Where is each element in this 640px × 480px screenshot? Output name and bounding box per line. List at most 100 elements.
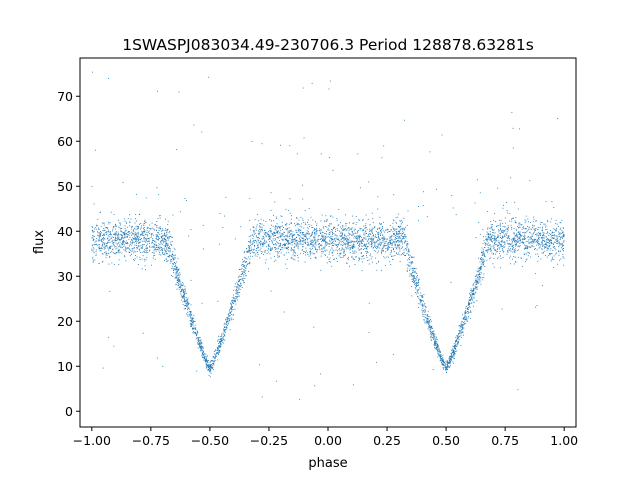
data-point (368, 233, 370, 235)
data-point (200, 345, 202, 347)
data-point (413, 276, 415, 278)
data-point (121, 236, 123, 238)
data-point (244, 257, 246, 259)
data-point (372, 246, 374, 248)
data-point (189, 314, 191, 316)
data-point (473, 289, 475, 291)
data-point (258, 232, 260, 234)
data-point (410, 274, 412, 276)
data-point (279, 243, 281, 244)
data-point (460, 331, 462, 333)
data-point (381, 157, 383, 159)
data-point (409, 265, 411, 267)
data-point (289, 238, 291, 239)
data-point (558, 250, 559, 252)
data-point (487, 227, 489, 229)
data-point (502, 236, 504, 238)
data-point (293, 249, 295, 251)
data-point (414, 277, 416, 279)
data-point (401, 238, 403, 240)
data-point (397, 236, 399, 238)
data-point (273, 234, 275, 236)
data-point (199, 341, 201, 343)
data-point (507, 251, 509, 253)
data-point (239, 285, 241, 287)
data-point (121, 231, 123, 233)
data-point (381, 237, 383, 239)
data-point (237, 295, 239, 297)
data-point (518, 222, 520, 224)
data-point (519, 236, 521, 238)
data-point (440, 354, 442, 356)
data-point (390, 242, 392, 244)
data-point (259, 240, 261, 242)
data-point (178, 283, 180, 285)
data-point (419, 299, 421, 301)
data-point (143, 231, 145, 232)
data-point (314, 385, 316, 387)
data-point (438, 348, 440, 350)
data-point (533, 233, 534, 235)
data-point (452, 354, 454, 356)
data-point (145, 240, 147, 242)
data-point (303, 235, 305, 237)
data-point (538, 247, 540, 249)
data-point (558, 241, 560, 243)
data-point (247, 263, 249, 265)
data-point (494, 248, 496, 250)
data-point (107, 237, 109, 239)
data-point (189, 310, 191, 312)
data-point (137, 231, 139, 233)
data-point (356, 256, 357, 258)
data-point (172, 214, 174, 216)
data-point (142, 231, 144, 233)
data-point (319, 228, 321, 230)
data-point (388, 242, 390, 243)
data-point (489, 233, 491, 235)
data-point (153, 252, 155, 254)
data-point (309, 250, 311, 252)
data-point (122, 235, 123, 237)
data-point (526, 246, 528, 248)
data-point (263, 232, 265, 234)
data-point (173, 271, 174, 273)
data-point (317, 238, 319, 240)
data-point (388, 241, 390, 243)
data-point (106, 232, 108, 234)
data-point (471, 295, 473, 297)
data-point (229, 313, 231, 314)
data-point (417, 292, 419, 294)
data-point (381, 241, 383, 243)
data-point (343, 229, 345, 231)
data-point (286, 235, 288, 237)
data-point (552, 231, 554, 233)
data-point (251, 241, 253, 243)
data-point (355, 237, 357, 239)
data-point (217, 340, 219, 342)
data-point (277, 226, 278, 228)
data-point (499, 222, 501, 224)
data-point (271, 249, 273, 251)
data-point (287, 246, 289, 248)
data-point (159, 238, 161, 239)
data-point (241, 286, 243, 288)
data-point (550, 239, 552, 241)
data-point (555, 235, 557, 237)
data-point (414, 281, 415, 282)
data-point (182, 303, 184, 305)
data-point (535, 227, 537, 229)
data-point (329, 234, 331, 235)
data-point (188, 303, 190, 305)
data-point (323, 235, 325, 237)
data-point (383, 246, 385, 248)
data-point (374, 236, 376, 237)
data-point (310, 242, 311, 244)
data-point (373, 242, 375, 243)
data-point (355, 235, 357, 237)
data-point (515, 239, 517, 241)
data-point (243, 260, 245, 262)
data-point (308, 233, 310, 235)
data-point (134, 251, 136, 253)
data-point (101, 261, 103, 263)
data-point (259, 228, 260, 230)
